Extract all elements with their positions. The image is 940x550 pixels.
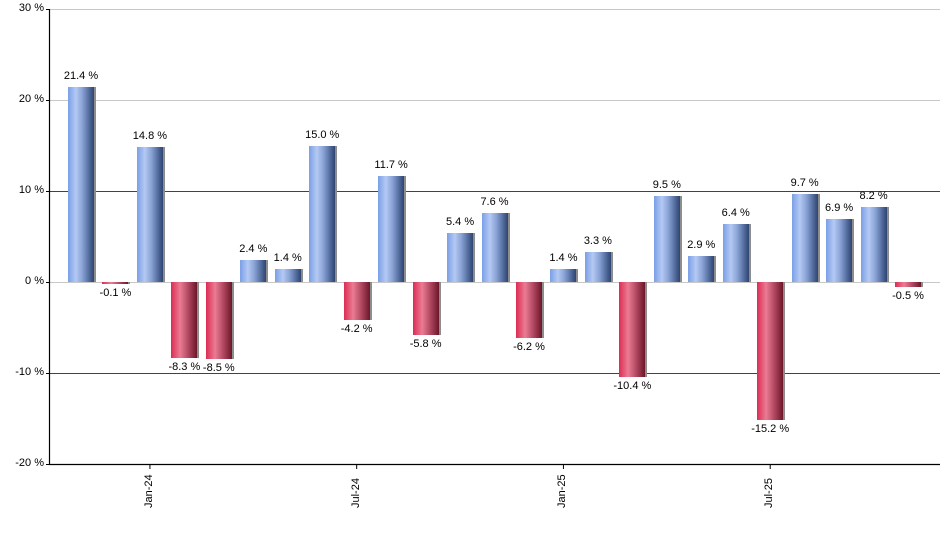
y-tick-label: 20 % xyxy=(18,93,44,105)
bar-May-25 xyxy=(688,255,715,282)
bar-Jun-25 xyxy=(722,223,749,282)
bar-value-label: -8.3 % xyxy=(168,360,201,373)
bar-value-label: 14.8 % xyxy=(132,130,168,143)
y-tick-label: -10 % xyxy=(15,366,44,378)
bar-value-label: 8.2 % xyxy=(859,190,888,203)
y-tick-label: -20 % xyxy=(15,457,44,469)
bar-value-label: 6.9 % xyxy=(825,202,854,215)
bar-Sep-25 xyxy=(826,219,853,282)
bar-Nov-23 xyxy=(68,87,94,282)
bar-Dec-23 xyxy=(102,282,129,284)
bar-value-label: 6.4 % xyxy=(721,206,750,219)
bar-Nov-25 xyxy=(895,282,922,287)
bar-Oct-24 xyxy=(447,232,474,282)
y-tick-label: 0 % xyxy=(25,275,44,287)
bar-value-label: 7.6 % xyxy=(480,195,509,208)
bar-value-label: 9.5 % xyxy=(652,178,681,191)
bar-Feb-25 xyxy=(584,251,611,282)
bar-value-label: 15.0 % xyxy=(305,128,340,141)
x-tick-label: Jul-25 xyxy=(763,478,776,508)
bar-value-label: -0.1 % xyxy=(99,287,132,299)
bar-Oct-25 xyxy=(860,207,887,282)
bar-value-label: 1.4 % xyxy=(273,252,302,265)
bar-Apr-24 xyxy=(240,260,267,282)
y-tick-label: 10 % xyxy=(18,184,44,196)
bar-May-24 xyxy=(274,269,301,282)
bar-Mar-25 xyxy=(619,282,646,377)
bar-value-label: 2.4 % xyxy=(239,243,268,256)
bar-value-label: 5.4 % xyxy=(445,215,475,228)
bar-Feb-24 xyxy=(171,282,198,358)
bar-Jul-25 xyxy=(757,282,784,421)
bar-Nov-24 xyxy=(481,212,508,282)
bar-value-label: 11.7 % xyxy=(374,158,408,171)
bar-Apr-25 xyxy=(653,195,680,282)
bar-value-label: -4.2 % xyxy=(340,323,373,336)
bar-value-label: 1.4 % xyxy=(549,252,578,265)
bar-value-label: 9.7 % xyxy=(790,176,819,189)
bar-Sep-24 xyxy=(412,282,439,335)
bar-value-label: -8.5 % xyxy=(202,362,235,375)
bar-value-label: 3.3 % xyxy=(583,234,612,247)
bar-value-label: -6.2 % xyxy=(513,341,545,354)
x-tick-label: Jul-24 xyxy=(349,478,362,508)
bar-value-label: -5.8 % xyxy=(409,337,442,350)
bar-Jun-24 xyxy=(309,145,336,282)
bar-Dec-24 xyxy=(515,282,542,339)
x-tick-label: Jan-24 xyxy=(142,474,155,508)
bar-Jul-24 xyxy=(343,282,370,321)
bar-Jan-24 xyxy=(136,147,163,282)
bar-value-label: -10.4 % xyxy=(613,379,652,392)
bar-value-label: -15.2 % xyxy=(751,423,790,436)
bar-value-label: 2.9 % xyxy=(687,238,716,251)
bar-value-label: -0.5 % xyxy=(892,289,924,302)
bar-Aug-24 xyxy=(378,175,405,282)
bar-value-label: 21.4 % xyxy=(63,70,99,83)
y-tick-label: 30 % xyxy=(18,2,44,14)
bar-Aug-25 xyxy=(791,193,818,282)
bar-Mar-24 xyxy=(205,282,232,360)
x-tick-label: Jan-25 xyxy=(556,474,569,508)
bar-Jan-25 xyxy=(550,269,577,282)
